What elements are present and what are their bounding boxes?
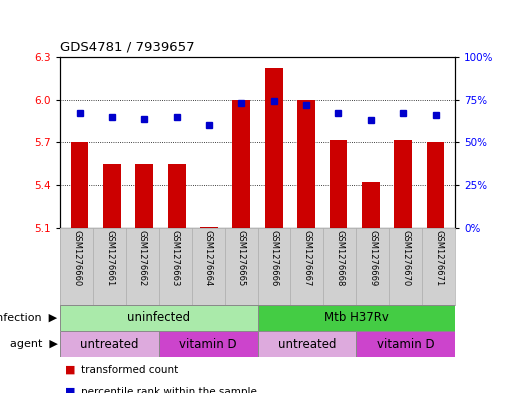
Bar (60, 331, 159, 357)
Bar (394, 140, 412, 228)
Text: GSM1276670: GSM1276670 (401, 230, 410, 286)
Text: uninfected: uninfected (127, 311, 190, 324)
Bar (257, 305, 455, 331)
Text: ■: ■ (65, 365, 76, 375)
Text: percentile rank within the sample: percentile rank within the sample (81, 387, 257, 393)
Text: infection  ▶: infection ▶ (0, 313, 58, 323)
Bar (103, 164, 121, 228)
Bar (159, 331, 257, 357)
Bar (427, 142, 445, 228)
Bar (60, 305, 257, 331)
Bar (265, 68, 282, 228)
Bar (257, 331, 356, 357)
Bar (362, 182, 380, 228)
Text: untreated: untreated (278, 338, 336, 351)
Text: vitamin D: vitamin D (377, 338, 435, 351)
Text: transformed count: transformed count (81, 365, 178, 375)
Bar (200, 226, 218, 228)
Text: GSM1276668: GSM1276668 (335, 230, 344, 286)
Text: GSM1276671: GSM1276671 (434, 230, 443, 286)
Bar (233, 100, 251, 228)
Bar (329, 140, 347, 228)
Bar (71, 142, 88, 228)
Text: GSM1276667: GSM1276667 (302, 230, 311, 286)
Bar (297, 100, 315, 228)
Text: GSM1276660: GSM1276660 (72, 230, 81, 286)
Text: GSM1276661: GSM1276661 (105, 230, 114, 286)
Bar (168, 164, 186, 228)
Text: GDS4781 / 7939657: GDS4781 / 7939657 (60, 40, 195, 53)
Text: Mtb H37Rv: Mtb H37Rv (324, 311, 389, 324)
Text: GSM1276666: GSM1276666 (269, 230, 279, 286)
Bar (135, 164, 153, 228)
Text: ■: ■ (65, 387, 76, 393)
Bar (356, 331, 455, 357)
Text: GSM1276663: GSM1276663 (171, 230, 180, 286)
Text: GSM1276665: GSM1276665 (236, 230, 246, 286)
Text: GSM1276669: GSM1276669 (368, 230, 377, 286)
Text: untreated: untreated (80, 338, 139, 351)
Text: agent  ▶: agent ▶ (9, 339, 58, 349)
Text: GSM1276662: GSM1276662 (138, 230, 147, 286)
Text: vitamin D: vitamin D (179, 338, 237, 351)
Text: GSM1276664: GSM1276664 (204, 230, 213, 286)
